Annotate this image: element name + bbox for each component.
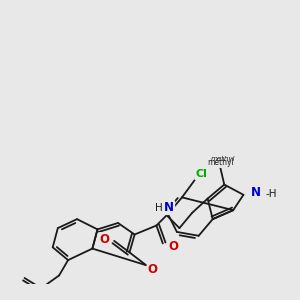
- Text: -H: -H: [265, 188, 277, 199]
- Text: N: N: [251, 186, 261, 199]
- Text: Cl: Cl: [195, 169, 207, 179]
- Text: O: O: [99, 233, 109, 246]
- Text: N: N: [164, 201, 174, 214]
- Text: H: H: [155, 202, 163, 213]
- Text: O: O: [148, 262, 158, 276]
- Text: methyl: methyl: [211, 155, 235, 161]
- Text: O: O: [168, 239, 178, 253]
- Text: methyl: methyl: [207, 158, 234, 167]
